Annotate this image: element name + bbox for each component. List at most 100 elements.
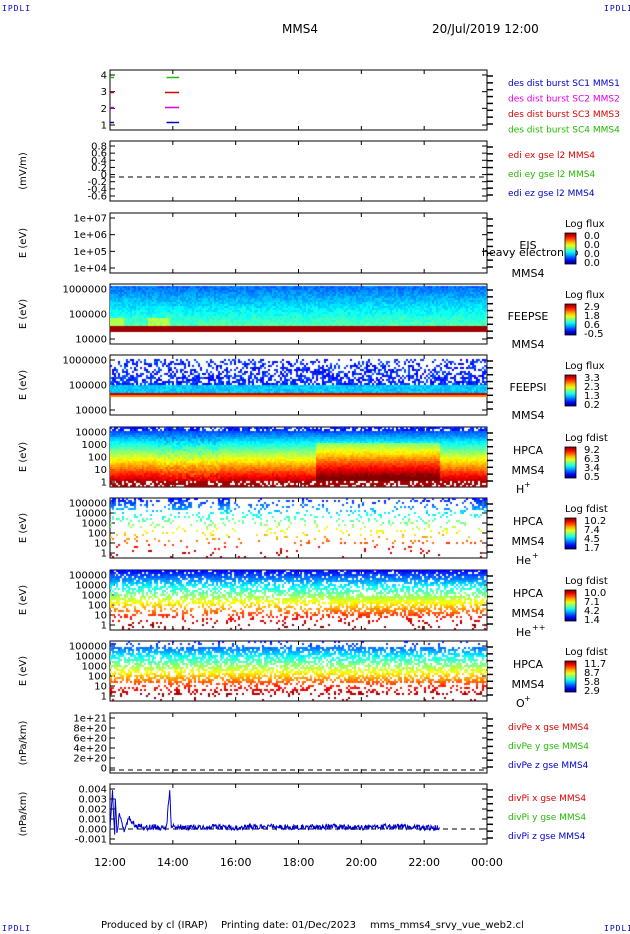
time-axis: 12:00 14:00 16:00 18:00 20:00 22:00 00:00	[94, 856, 503, 869]
panel-edi: 0.80.60.40.20-0.2-0.4-0.6 (mV/m) edi ex gs…	[18, 140, 595, 203]
ytick-label: 0.4	[91, 156, 107, 167]
instrument-label: HPCA	[513, 515, 544, 528]
ylabel: E (eV)	[18, 585, 29, 615]
instrument-label: EIS	[519, 239, 536, 252]
colorbar-label: 2.9	[584, 686, 600, 697]
legend-entry: edi ez gse l2 MMS4	[508, 189, 595, 199]
ytick-label: 100	[88, 529, 107, 540]
xtick-label: 14:00	[157, 856, 189, 869]
colorbar-label: 1.4	[584, 615, 600, 626]
legend-entry: des dist burst SC2 MMS2	[508, 95, 620, 105]
colorbar-label: 7.4	[584, 525, 600, 536]
colorbar-label: 4.5	[584, 534, 600, 545]
ytick-label: 1	[101, 121, 107, 132]
colorbar-label: 2.3	[584, 382, 600, 393]
ylabel: (nPa/km)	[18, 721, 29, 766]
ylabel: E (eV)	[18, 228, 29, 258]
ytick-label: 10	[94, 465, 107, 476]
colorbar	[564, 374, 577, 407]
heatmap-hpca_he	[110, 498, 487, 558]
colorbar	[564, 303, 577, 336]
xtick-label: 18:00	[283, 856, 315, 869]
legend-entry: divPe x gse MMS4	[508, 723, 589, 733]
species-label: He	[516, 554, 531, 567]
legend-entry: divPi x gse MMS4	[508, 794, 586, 804]
corner-mark-top-right: IPDLI	[604, 4, 630, 13]
colorbar-title: Log fdist	[565, 504, 608, 515]
ylabel: E (eV)	[18, 656, 29, 686]
ytick-label: 100000	[69, 499, 107, 510]
colorbar-title: Log fdist	[565, 647, 608, 658]
ytick-label: 10	[94, 539, 107, 550]
colorbar-label: 0.6	[584, 320, 600, 331]
colorbar-label: 0.5	[584, 472, 600, 483]
species-charge: +	[524, 480, 531, 489]
ytick-label: 0.2	[91, 163, 107, 174]
instrument-label: HPCA	[513, 444, 544, 457]
ylabel: E (eV)	[18, 299, 29, 329]
ytick-label: 100000	[69, 642, 107, 653]
legend-entry: divPi y gse MMS4	[508, 813, 586, 823]
instrument-label: HPCA	[513, 658, 544, 671]
colorbar-label: 1.7	[584, 543, 600, 554]
xtick-label: 22:00	[408, 856, 440, 869]
colorbar-label: 0.2	[584, 400, 600, 411]
ytick-label: 100	[88, 453, 107, 464]
colorbar-label: 10.2	[584, 516, 606, 527]
colorbar	[564, 517, 577, 550]
datetime-title: 20/Jul/2019 12:00	[432, 22, 539, 36]
panel-frame	[109, 712, 488, 774]
ytick-label: 100	[88, 672, 107, 683]
panel-eis: 1e+07 1e+06 1e+05 1e+04 E (eV) EIS MMS4 heavy e…	[18, 212, 605, 280]
corner-mark-top-left: IPDLI	[2, 4, 32, 13]
colorbar-label: 2.9	[584, 302, 600, 313]
species-label: O	[516, 697, 525, 710]
colorbar-label: 3.3	[584, 373, 600, 384]
ytick-label: -0.001	[75, 835, 107, 846]
spacecraft-label: MMS4	[512, 464, 545, 477]
xtick-label: 12:00	[94, 856, 126, 869]
colorbar-label: 4.2	[584, 606, 600, 617]
panel-frame	[109, 140, 488, 202]
ylabel: (mV/m)	[18, 152, 29, 190]
corner-mark-bottom-right: IPDLI	[604, 924, 630, 933]
legend-entry: divPe y gse MMS4	[508, 742, 589, 752]
ytick-label: 1e+06	[73, 230, 107, 241]
ytick-label: 2e+20	[73, 754, 107, 765]
colorbar-title: Log fdist	[565, 576, 608, 587]
spacecraft-label: MMS4	[512, 338, 545, 351]
ytick-label: 1000	[82, 519, 107, 530]
ytick-label: -0.4	[87, 184, 107, 195]
ytick-label: 1e+04	[73, 264, 107, 275]
ytick-label: 1000	[82, 440, 107, 451]
spectrogram-hpca_h	[110, 427, 487, 487]
ylabel: E (eV)	[18, 513, 29, 543]
legend-entry: edi ex gse l2 MMS4	[508, 151, 595, 161]
spectrogram-hpca_hepp	[110, 570, 487, 630]
xtick-label: 00:00	[471, 856, 503, 869]
ytick-label: 0.002	[78, 805, 107, 816]
ytick-label: 1000	[82, 591, 107, 602]
colorbar-label: 0.0	[584, 249, 600, 260]
ytick-label: 2	[101, 104, 107, 115]
ytick-label: 0.000	[78, 825, 107, 836]
spacecraft-label: MMS4	[512, 409, 545, 422]
ytick-label: 1	[101, 549, 107, 560]
species-charge: +	[524, 694, 531, 703]
ytick-label: -0.6	[87, 192, 107, 203]
ytick-label: 0.001	[78, 815, 107, 826]
ytick-label: 0.003	[78, 795, 107, 806]
ytick-label: 0	[101, 764, 107, 775]
xtick-label: 20:00	[345, 856, 377, 869]
ytick-label: 10000	[75, 581, 107, 592]
ylabel: (nPa/km)	[18, 792, 29, 837]
colorbar	[564, 232, 577, 265]
spacecraft-title: MMS4	[282, 22, 318, 36]
colorbar-label: 1.3	[584, 391, 600, 402]
spacecraft-label: MMS4	[512, 535, 545, 548]
ytick-label: 10000	[75, 652, 107, 663]
